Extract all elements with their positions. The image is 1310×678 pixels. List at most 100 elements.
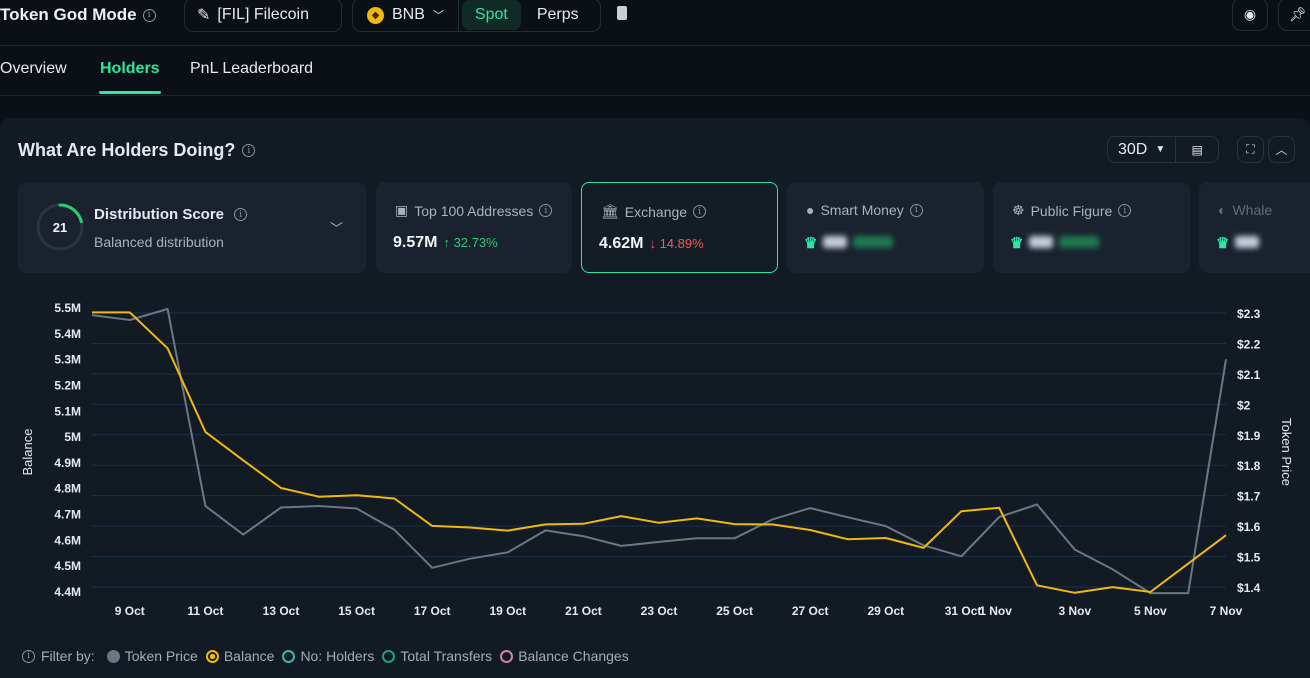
- legend-label: Total Transfers: [400, 648, 493, 664]
- chain-selector[interactable]: ◆ BNB ﹀: [353, 0, 459, 31]
- y2-tick-label: $1.6: [1237, 520, 1261, 534]
- chevron-up-icon: ︿: [1275, 143, 1288, 157]
- public-figure-label: ☸ Public Figure i: [1012, 202, 1132, 219]
- x-tick-label: 7 Nov: [1210, 604, 1243, 618]
- x-tick-label: 11 Oct: [187, 604, 223, 618]
- distribution-title: Distribution Score i: [94, 206, 248, 223]
- watch-button[interactable]: ◉: [1232, 0, 1268, 31]
- caret-down-icon: ▼: [1155, 144, 1166, 155]
- legend-label: Token Price: [124, 648, 198, 664]
- public-figure-card[interactable]: ☸ Public Figure i ♛: [993, 182, 1190, 273]
- money-icon: ▣: [395, 202, 409, 218]
- collapse-button[interactable]: ︿: [1268, 136, 1295, 163]
- top100-card[interactable]: ▣ Top 100 Addresses i 9.57M ↑ 32.73%: [376, 182, 572, 273]
- exchange-amount: 4.62M: [599, 235, 644, 252]
- smart-money-value: ♛: [804, 234, 894, 252]
- info-icon[interactable]: i: [22, 649, 35, 663]
- x-tick-label: 5 Nov: [1134, 604, 1167, 618]
- range-value: 30D: [1118, 140, 1148, 158]
- y2-tick-label: $1.9: [1237, 429, 1261, 443]
- top100-value: 9.57M ↑ 32.73%: [393, 234, 498, 252]
- holders-panel: What Are Holders Doing? i 30D ▼ ▤ ⛶ ︿ 21…: [0, 118, 1310, 678]
- whale-icon: ◐: [1218, 202, 1227, 218]
- legend-dot-icon: [205, 649, 219, 663]
- chart-legend: i Filter by: Token Price Balance No: Holde…: [22, 648, 637, 664]
- tab-holders[interactable]: Holders: [99, 60, 161, 94]
- pin-button[interactable]: 📌︎: [1278, 0, 1310, 31]
- sunglasses-icon: ●: [806, 202, 815, 218]
- public-figure-value: ♛: [1010, 234, 1100, 252]
- info-icon[interactable]: i: [1118, 204, 1132, 217]
- hidden-value: [1235, 236, 1260, 248]
- x-tick-label: 29 Oct: [867, 604, 904, 618]
- distribution-title-text: Distribution Score: [94, 206, 225, 223]
- y2-tick-label: $2.2: [1237, 337, 1261, 351]
- info-icon[interactable]: i: [142, 8, 156, 22]
- x-tick-label: 13 Oct: [263, 604, 300, 618]
- token-name: [FIL] Filecoin: [217, 6, 309, 23]
- info-icon[interactable]: i: [539, 204, 553, 217]
- x-tick-label: 3 Nov: [1058, 604, 1091, 618]
- smart-money-label-text: Smart Money: [820, 202, 904, 218]
- info-icon[interactable]: i: [234, 208, 248, 221]
- y2-tick-label: $2.3: [1237, 307, 1261, 321]
- info-icon[interactable]: i: [242, 144, 256, 157]
- app-title: Token God Mode i: [0, 5, 156, 25]
- app-title-text: Token God Mode: [0, 5, 137, 24]
- series-line-balance: [92, 311, 1227, 594]
- gauge-arc: [36, 203, 84, 251]
- range-selector[interactable]: 30D ▼: [1108, 137, 1177, 162]
- legend-label: No: Holders: [300, 648, 375, 664]
- chevron-down-icon[interactable]: ﹀: [330, 221, 344, 236]
- y-tick-label: 5.1M: [54, 404, 81, 418]
- token-selector[interactable]: ✎ [FIL] Filecoin: [184, 0, 342, 32]
- whale-card[interactable]: ◐ Whale ♛: [1199, 182, 1310, 273]
- panel-title-text: What Are Holders Doing?: [18, 140, 236, 160]
- mode-perps[interactable]: Perps: [536, 6, 579, 23]
- holders-chart: 5.5M 5.4M 5.3M 5.2M 5.1M 5M 4.9M 4.8M 4.7M 4.6M 4.…: [20, 301, 1294, 618]
- pencil-icon: ✎: [197, 7, 211, 24]
- calendar-button[interactable]: ▤: [1176, 143, 1218, 157]
- x-tick-label: 15 Oct: [338, 604, 375, 618]
- y-tick-label: 4.4M: [54, 585, 81, 599]
- crown-icon[interactable]: ♛: [1216, 235, 1230, 252]
- tab-bar: Overview Holders PnL Leaderboard: [0, 46, 1310, 96]
- public-figure-label-text: Public Figure: [1030, 202, 1113, 219]
- y-tick-label: 5.4M: [54, 327, 81, 341]
- tab-pnl-leaderboard[interactable]: PnL Leaderboard: [190, 60, 314, 77]
- distribution-score-card[interactable]: 21 Distribution Score i Balanced distrib…: [18, 182, 366, 273]
- x-tick-label: 27 Oct: [792, 604, 829, 618]
- legend-item[interactable]: Balance: [205, 648, 274, 664]
- x-tick-label: 21 Oct: [565, 604, 602, 618]
- smart-money-card[interactable]: ● Smart Money i ♛: [787, 182, 984, 273]
- tab-overview[interactable]: Overview: [0, 60, 67, 77]
- legend-item[interactable]: Token Price: [106, 648, 198, 664]
- y-tick-label: 4.5M: [54, 559, 81, 573]
- info-icon[interactable]: i: [909, 203, 923, 217]
- bnb-logo-icon: ◆: [367, 6, 384, 24]
- panel-title: What Are Holders Doing? i: [18, 140, 256, 161]
- exchange-card[interactable]: 🏛︎ Exchange i 4.62M ↓ 14.89%: [581, 182, 778, 273]
- chain-name: BNB: [392, 6, 425, 23]
- hidden-change: [1059, 236, 1100, 248]
- legend-item[interactable]: No: Holders: [282, 648, 374, 664]
- fullscreen-button[interactable]: ⛶: [1237, 136, 1264, 163]
- whale-label-text: Whale: [1232, 202, 1273, 218]
- mode-spot[interactable]: Spot: [461, 0, 521, 30]
- y-tick-label: 4.9M: [54, 456, 81, 470]
- info-icon[interactable]: i: [693, 205, 707, 218]
- exchange-label: 🏛︎ Exchange i: [601, 203, 707, 220]
- crown-icon[interactable]: ♛: [804, 235, 818, 252]
- x-tick-label: 1 Nov: [979, 604, 1012, 618]
- top100-label-text: Top 100 Addresses: [414, 202, 534, 219]
- legend-item[interactable]: Balance Changes: [500, 648, 629, 664]
- eye-icon: ◉: [1243, 6, 1257, 22]
- filter-label: Filter by:: [41, 648, 95, 664]
- public-figure-icon: ☸: [1012, 202, 1025, 218]
- hidden-change: [853, 236, 894, 248]
- legend-item[interactable]: Total Transfers: [382, 648, 492, 664]
- x-tick-label: 31 Oct: [945, 604, 982, 618]
- copy-icon[interactable]: [617, 6, 627, 20]
- bank-icon: 🏛︎: [601, 203, 619, 219]
- crown-icon[interactable]: ♛: [1010, 235, 1024, 252]
